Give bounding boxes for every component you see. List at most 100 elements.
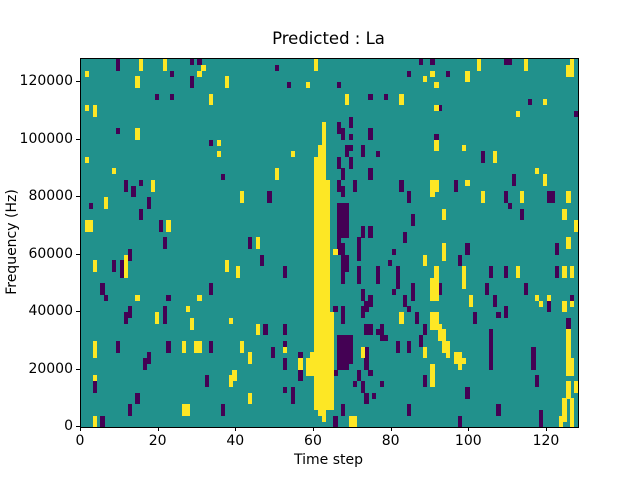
heatmap-cell bbox=[220, 174, 225, 181]
heatmap-cell bbox=[337, 156, 342, 169]
heatmap-cell bbox=[496, 312, 501, 319]
heatmap-cell bbox=[445, 340, 451, 359]
heatmap-cell bbox=[465, 243, 470, 255]
heatmap-cell bbox=[430, 312, 435, 330]
heatmap-cell bbox=[562, 266, 567, 278]
y-tick-label: 60000 bbox=[28, 245, 73, 262]
heatmap-cell bbox=[282, 340, 288, 347]
heatmap-cell bbox=[290, 392, 295, 405]
heatmap-cell bbox=[92, 260, 97, 273]
heatmap-cell bbox=[341, 185, 346, 198]
heatmap-cell bbox=[135, 76, 140, 89]
heatmap-cell bbox=[240, 340, 245, 353]
heatmap-cell bbox=[422, 375, 427, 388]
heatmap-cell bbox=[259, 254, 264, 267]
heatmap-cell bbox=[92, 375, 97, 382]
heatmap-cell bbox=[310, 352, 315, 376]
heatmap-cell bbox=[341, 306, 346, 324]
x-tick-mark bbox=[468, 427, 470, 431]
heatmap-cell bbox=[170, 70, 175, 77]
x-tick-label: 80 bbox=[381, 433, 400, 449]
heatmap-cell bbox=[465, 386, 470, 399]
heatmap-cell bbox=[337, 122, 342, 135]
heatmap-cell bbox=[348, 415, 354, 427]
heatmap-cell bbox=[566, 237, 571, 250]
heatmap-cell bbox=[341, 202, 346, 238]
heatmap-cell bbox=[348, 335, 354, 365]
heatmap-cell bbox=[434, 105, 439, 112]
heatmap-cell bbox=[574, 220, 578, 232]
heatmap-cell bbox=[282, 323, 288, 336]
heatmap-cell bbox=[395, 277, 400, 290]
heatmap-cell bbox=[461, 277, 466, 290]
heatmap-cell bbox=[438, 323, 443, 342]
x-axis-label: Time step bbox=[294, 452, 363, 468]
heatmap-cell bbox=[333, 248, 338, 255]
heatmap-cell bbox=[282, 346, 288, 353]
heatmap-cell bbox=[112, 260, 117, 273]
heatmap-cell bbox=[442, 243, 447, 261]
heatmap-cell bbox=[496, 404, 501, 416]
heatmap-cell bbox=[438, 283, 443, 296]
heatmap-cell bbox=[387, 260, 392, 267]
heatmap-cell bbox=[143, 358, 148, 370]
heatmap-cell bbox=[422, 346, 427, 359]
heatmap-cell bbox=[123, 254, 128, 278]
heatmap-cell bbox=[275, 168, 280, 181]
heatmap-cell bbox=[189, 59, 194, 66]
y-tick-mark bbox=[76, 253, 80, 255]
heatmap-cell bbox=[356, 369, 361, 382]
heatmap-cell bbox=[430, 283, 435, 301]
heatmap-cell bbox=[511, 174, 517, 186]
heatmap-cell bbox=[442, 329, 447, 342]
x-tick-mark bbox=[390, 427, 392, 431]
heatmap-cell bbox=[570, 59, 575, 77]
heatmap-cell bbox=[570, 300, 575, 307]
heatmap-cell bbox=[372, 392, 377, 399]
y-axis-label: Frequency (Hz) bbox=[4, 189, 20, 295]
heatmap-cell bbox=[480, 191, 486, 204]
heatmap-cell bbox=[325, 179, 330, 411]
heatmap-cell bbox=[158, 220, 163, 232]
heatmap-cell bbox=[131, 185, 136, 198]
heatmap-cell bbox=[403, 294, 408, 307]
heatmap-cell bbox=[341, 335, 346, 370]
heatmap-cell bbox=[418, 59, 423, 66]
heatmap-cell bbox=[360, 145, 365, 158]
heatmap-cell bbox=[554, 243, 559, 255]
heatmap-cell bbox=[282, 386, 288, 393]
heatmap-cell bbox=[147, 197, 152, 209]
heatmap-cell bbox=[407, 70, 412, 77]
heatmap-cell bbox=[376, 266, 381, 284]
heatmap-cell bbox=[337, 82, 342, 89]
heatmap-cell bbox=[135, 392, 140, 405]
heatmap-cell bbox=[341, 404, 346, 416]
heatmap-cell bbox=[411, 214, 416, 227]
heatmap-cell bbox=[352, 179, 357, 192]
heatmap-cell bbox=[438, 105, 443, 112]
heatmap-cell bbox=[317, 145, 323, 416]
heatmap-cell bbox=[84, 220, 90, 232]
heatmap-cell bbox=[368, 369, 373, 376]
heatmap-cell bbox=[543, 174, 548, 186]
heatmap-cell bbox=[434, 82, 439, 89]
heatmap-cell bbox=[341, 168, 346, 181]
heatmap-cell bbox=[430, 59, 435, 66]
heatmap-cell bbox=[523, 283, 528, 296]
heatmap-cell bbox=[422, 76, 427, 83]
heatmap-cell bbox=[220, 404, 225, 416]
heatmap-cell bbox=[473, 312, 478, 324]
heatmap-cell bbox=[368, 225, 373, 238]
heatmap-cell bbox=[453, 179, 458, 192]
heatmap-cell bbox=[341, 266, 346, 284]
heatmap-cell bbox=[92, 340, 97, 359]
heatmap-cell bbox=[550, 191, 555, 204]
heatmap-cell bbox=[566, 381, 571, 399]
heatmap-cell bbox=[228, 317, 233, 324]
heatmap-cell bbox=[185, 404, 190, 416]
heatmap-cell bbox=[570, 358, 575, 376]
heatmap-cell bbox=[465, 179, 470, 186]
heatmap-cell bbox=[368, 128, 373, 140]
heatmap-cell bbox=[139, 179, 144, 186]
heatmap-cell bbox=[376, 329, 381, 336]
